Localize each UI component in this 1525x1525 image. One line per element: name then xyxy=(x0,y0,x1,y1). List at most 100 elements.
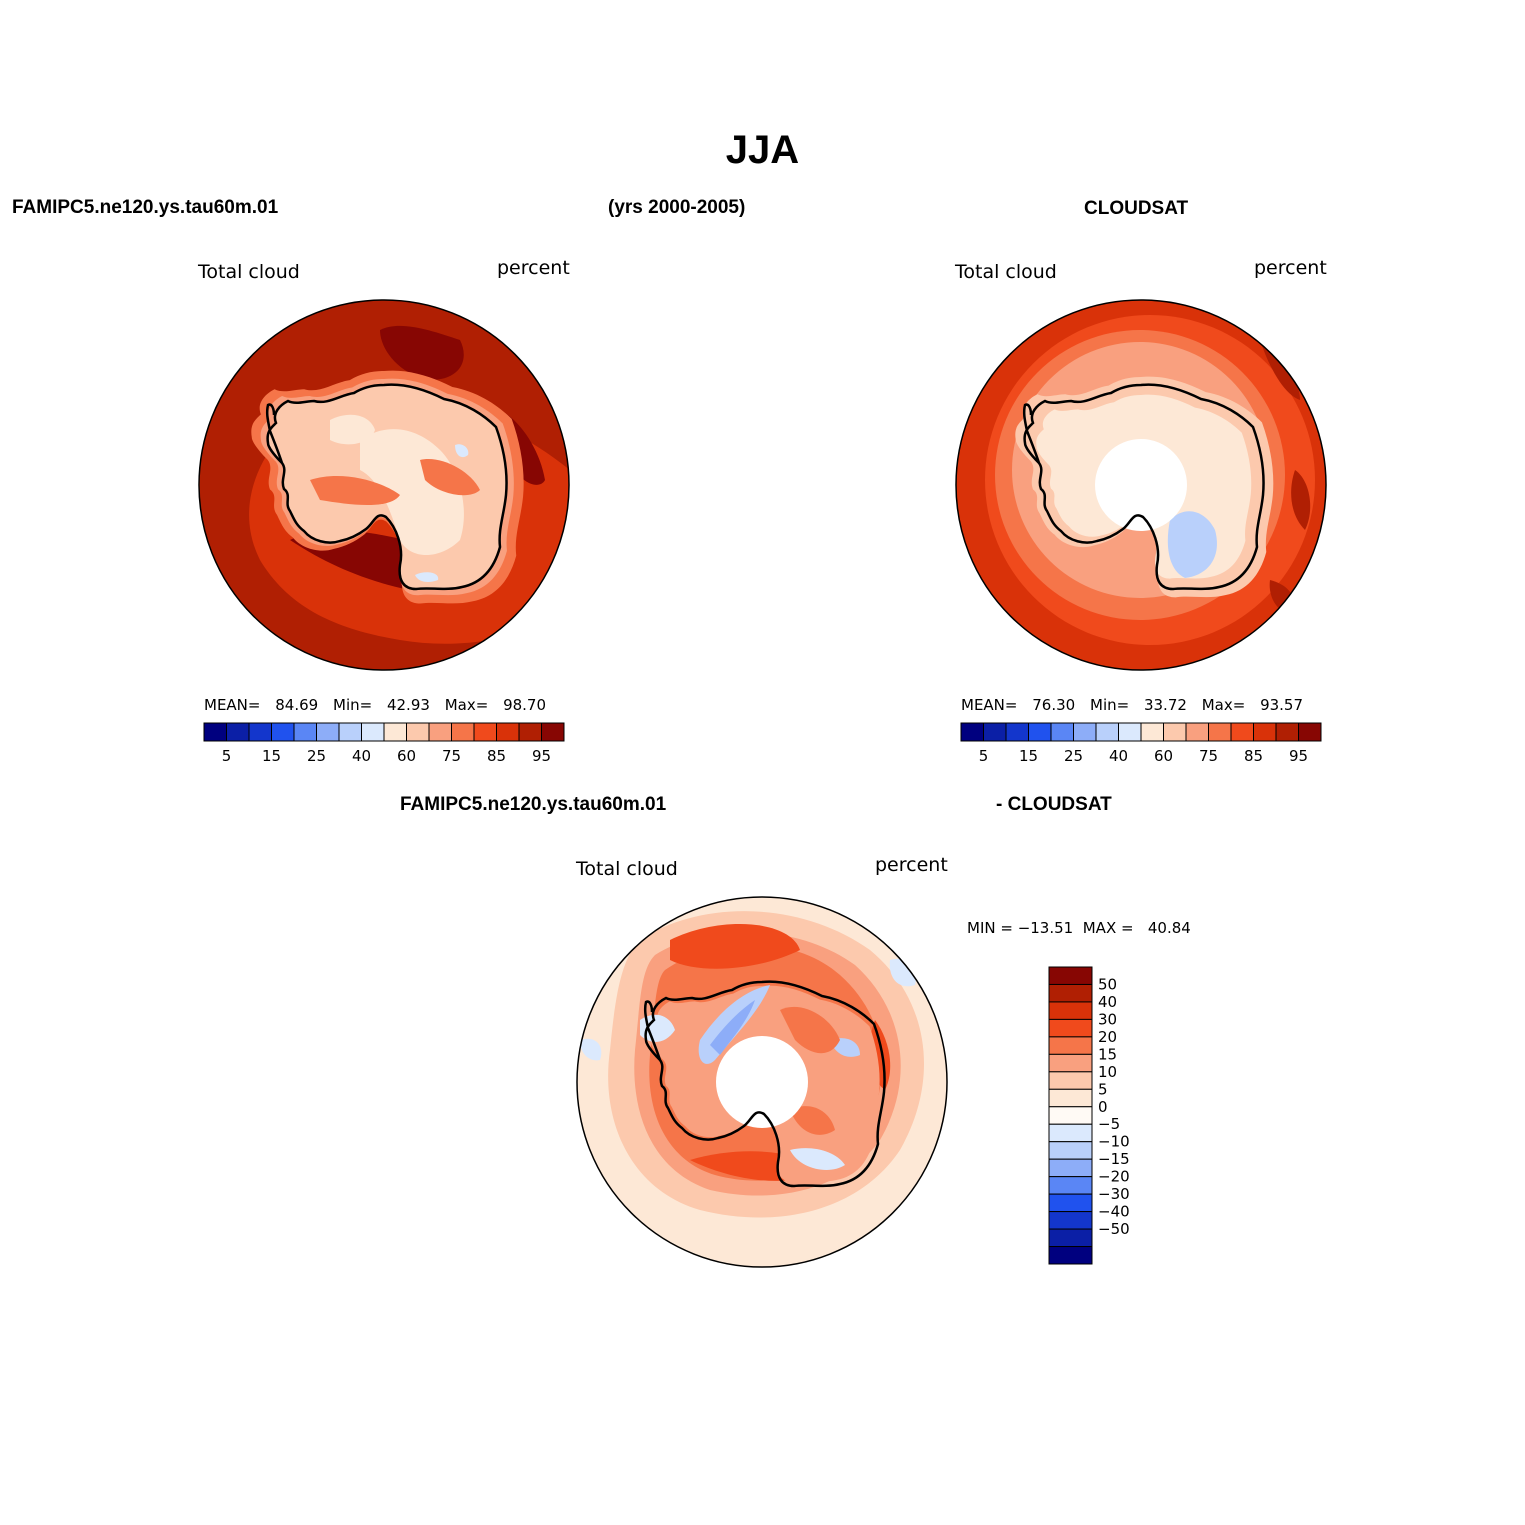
min-value: 42.93 xyxy=(386,696,430,714)
colorbar-swatch xyxy=(226,722,250,742)
panel1-variable-label: Total cloud xyxy=(198,261,300,283)
colorbar-label: 40 xyxy=(1109,747,1128,765)
colorbar-swatch xyxy=(1048,1141,1093,1160)
colorbar-label: −40 xyxy=(1098,1203,1130,1221)
panel3-variable-label: Total cloud xyxy=(576,858,678,880)
colorbar-swatch xyxy=(203,722,227,742)
colorbar-label: 20 xyxy=(1098,1028,1117,1046)
colorbar-swatch xyxy=(383,722,407,742)
colorbar-swatch xyxy=(1185,722,1209,742)
colorbar-label: −20 xyxy=(1098,1168,1130,1186)
years-label: (yrs 2000-2005) xyxy=(608,197,746,218)
colorbar-swatch xyxy=(1095,722,1119,742)
colorbar-label: 75 xyxy=(1199,747,1218,765)
colorbar-label: 15 xyxy=(262,747,281,765)
contour-patch xyxy=(1260,340,1300,400)
colorbar-swatch xyxy=(1048,1071,1093,1090)
contour-negative xyxy=(640,1014,675,1042)
colorbar-swatch xyxy=(983,722,1007,742)
panel3-map xyxy=(576,896,948,1268)
colorbar-swatch xyxy=(1028,722,1052,742)
panel2-stats: MEAN= 76.30 Min= 33.72 Max= 93.57 xyxy=(961,696,1303,714)
colorbar-swatch xyxy=(1048,1211,1093,1230)
contour-negative xyxy=(790,1148,845,1170)
colorbar-label: 25 xyxy=(307,747,326,765)
colorbar-label: −30 xyxy=(1098,1185,1130,1203)
max-label: Max= xyxy=(1201,696,1246,714)
min-value: 33.72 xyxy=(1143,696,1187,714)
map-border xyxy=(198,299,570,671)
max-value: 98.70 xyxy=(503,696,547,714)
colorbar-swatch xyxy=(1048,1018,1093,1038)
panel3-min-max-text: MIN = −13.51 MAX = 40.84 xyxy=(967,919,1191,937)
contour-patch xyxy=(330,414,375,445)
colorbar-label: 30 xyxy=(1098,1010,1117,1028)
contour-patch xyxy=(455,444,469,458)
colorbar-label: 50 xyxy=(1098,975,1117,993)
mean-label: MEAN= xyxy=(961,696,1018,714)
colorbar-swatch xyxy=(1048,983,1093,1003)
contour-patch xyxy=(415,572,439,583)
colorbar-swatch xyxy=(1050,722,1074,742)
colorbar-swatch xyxy=(1048,1176,1093,1195)
colorbar-swatch xyxy=(1048,1106,1093,1125)
colorbar-label: 85 xyxy=(487,747,506,765)
colorbar-label: −10 xyxy=(1098,1133,1130,1151)
colorbar-label: 75 xyxy=(442,747,461,765)
contour-patch xyxy=(1167,511,1217,578)
map-border xyxy=(576,896,948,1268)
colorbar-swatch xyxy=(1163,722,1187,742)
panel1-units-label: percent xyxy=(497,257,570,279)
colorbar-label: 25 xyxy=(1064,747,1083,765)
colorbar-label: 60 xyxy=(1154,747,1173,765)
case-name-label: FAMIPC5.ne120.ys.tau60m.01 xyxy=(12,197,279,218)
obs-name-label: CLOUDSAT xyxy=(1084,198,1189,219)
contour-positive-inner xyxy=(780,1006,840,1054)
map-border xyxy=(955,299,1327,671)
colorbar-swatch xyxy=(1048,966,1093,985)
figure-title: JJA xyxy=(725,128,800,172)
colorbar-swatch xyxy=(496,722,520,742)
colorbar-swatch xyxy=(1048,1001,1093,1020)
colorbar-label: 60 xyxy=(397,747,416,765)
colorbar-label: 15 xyxy=(1019,747,1038,765)
colorbar-swatch xyxy=(1048,1053,1093,1073)
colorbar-swatch xyxy=(1253,722,1277,742)
colorbar-swatch xyxy=(1140,722,1164,742)
colorbar-swatch xyxy=(1118,722,1142,742)
colorbar-label: 5 xyxy=(222,747,232,765)
colorbar-swatch xyxy=(451,722,475,742)
panel2-map xyxy=(955,299,1327,671)
colorbar-swatch xyxy=(293,722,317,742)
colorbar-swatch xyxy=(1275,722,1299,742)
mean-label: MEAN= xyxy=(204,696,261,714)
colorbar-label: 95 xyxy=(1289,747,1308,765)
contour-patch xyxy=(420,459,480,496)
mean-value: 76.30 xyxy=(1032,696,1076,714)
colorbar-swatch xyxy=(406,722,430,742)
contour-ring xyxy=(670,923,800,969)
colorbar-label: −50 xyxy=(1098,1220,1130,1238)
contour-positive-inner xyxy=(790,1106,835,1135)
colorbar-swatch xyxy=(473,722,497,742)
colorbar-swatch xyxy=(1048,1246,1093,1265)
panel3-title-left: FAMIPC5.ne120.ys.tau60m.01 xyxy=(400,794,667,815)
panel2-units-label: percent xyxy=(1254,257,1327,279)
colorbar-label: 5 xyxy=(1098,1080,1108,1098)
missing-data-hole xyxy=(716,1036,808,1128)
contour-patch xyxy=(1291,470,1311,530)
panel1-colorbar: 5 15 25 40 60 75 85 95 xyxy=(203,722,565,765)
panel3-title-right: - CLOUDSAT xyxy=(996,794,1112,815)
colorbar-swatch xyxy=(1005,722,1029,742)
colorbar-swatch xyxy=(248,722,272,742)
colorbar-swatch xyxy=(1048,1088,1093,1108)
colorbar-swatch xyxy=(338,722,362,742)
mean-value: 84.69 xyxy=(275,696,319,714)
max-value: 93.57 xyxy=(1260,696,1304,714)
colorbar-swatch xyxy=(361,722,385,742)
contour-negative xyxy=(580,1038,602,1061)
colorbar-label: 5 xyxy=(979,747,989,765)
colorbar-swatch xyxy=(1048,1193,1093,1213)
